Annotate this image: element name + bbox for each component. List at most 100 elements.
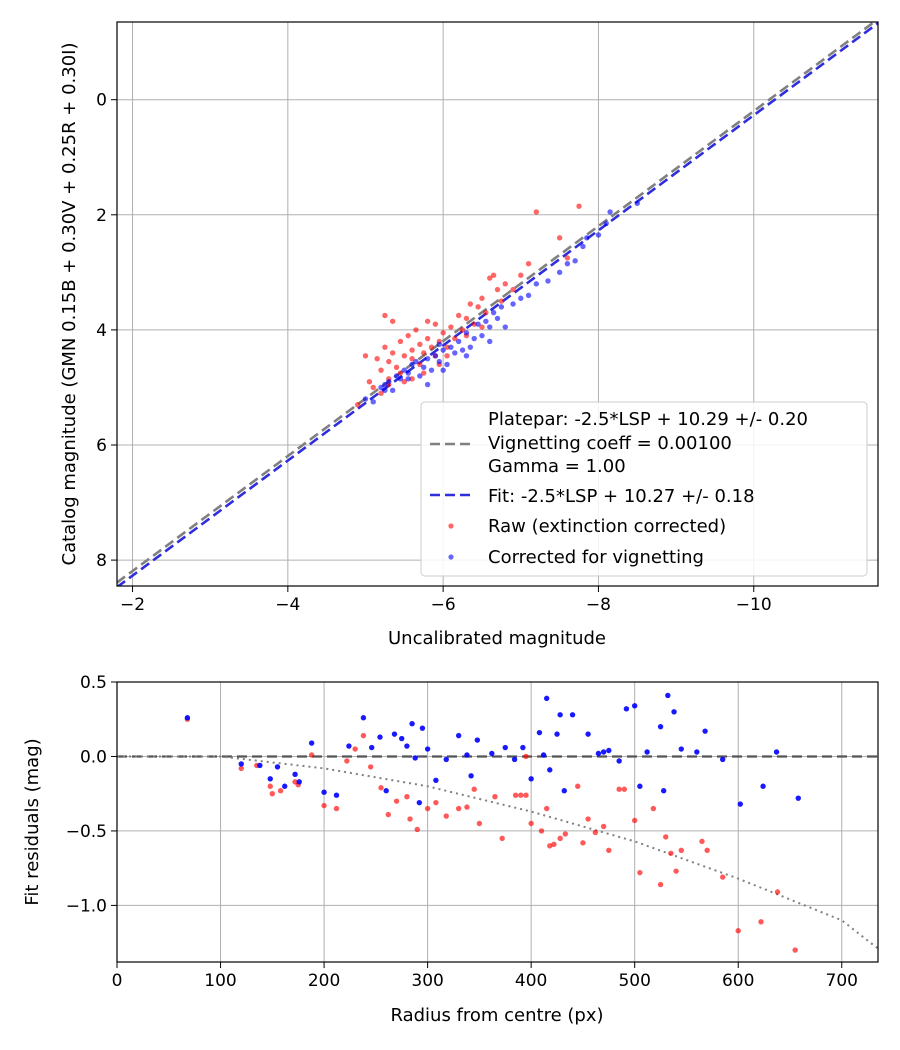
corrected-point	[308, 740, 315, 746]
y-tick-label: 2	[96, 206, 107, 226]
corrected-point	[452, 350, 458, 356]
raw-point	[580, 840, 586, 846]
corrected-point	[580, 243, 586, 250]
raw-point	[523, 753, 529, 760]
raw-point	[277, 788, 284, 794]
raw-point	[585, 816, 591, 822]
raw-point	[606, 847, 612, 853]
corrected-point	[623, 706, 630, 712]
raw-point	[525, 261, 532, 267]
legend-corrected-text: Corrected for vignetting	[488, 547, 704, 568]
raw-point	[374, 355, 380, 362]
raw-point	[575, 783, 581, 789]
corrected-point	[436, 341, 442, 347]
corrected-point	[409, 721, 415, 727]
bottom-x-axis-label: Radius from centre (px)	[390, 1005, 603, 1026]
corrected-point	[564, 261, 571, 267]
corrected-point	[536, 729, 543, 736]
raw-point	[443, 813, 449, 819]
raw-point	[393, 364, 400, 371]
corrected-point	[378, 384, 384, 391]
raw-point	[382, 344, 388, 350]
y-tick-label: −1.0	[66, 896, 107, 916]
corrected-point	[399, 735, 405, 742]
top-reference-lines	[117, 22, 878, 586]
corrected-point	[533, 281, 540, 287]
corrected-point	[474, 737, 481, 743]
raw-point	[405, 332, 411, 339]
corrected-point	[440, 367, 446, 373]
raw-point	[510, 286, 516, 293]
legend-vignetting-text: Vignetting coeff = 0.00100	[488, 433, 732, 454]
raw-point	[774, 889, 781, 895]
bottom-plot-frame	[116, 681, 879, 963]
corrected-point	[607, 209, 613, 215]
bottom-y-axis-label: Fit residuals (mag)	[22, 738, 43, 905]
raw-point	[699, 838, 705, 845]
raw-point	[543, 805, 550, 812]
corrected-point	[494, 315, 501, 322]
corrected-point	[600, 749, 607, 755]
corrected-point	[595, 750, 602, 757]
raw-point	[528, 820, 534, 827]
corrected-point	[383, 788, 389, 794]
corrected-point	[595, 232, 602, 238]
raw-point	[386, 358, 392, 365]
legend-gamma-text: Gamma = 1.00	[488, 456, 626, 477]
corrected-point	[719, 756, 726, 763]
raw-point	[678, 847, 684, 853]
corrected-point	[603, 220, 609, 227]
corrected-point	[382, 387, 388, 394]
raw-point	[428, 344, 435, 350]
x-tick-label: −6	[431, 595, 456, 615]
raw-point	[562, 831, 569, 837]
corrected-point	[528, 776, 534, 782]
corrected-point	[464, 752, 470, 758]
x-tick-label: 200	[308, 971, 340, 991]
raw-point	[650, 805, 657, 812]
line-fit	[117, 22, 878, 586]
corrected-point	[543, 695, 550, 702]
raw-point	[719, 874, 726, 880]
x-tick-label: 100	[204, 971, 236, 991]
raw-point	[498, 298, 505, 304]
raw-point	[551, 841, 557, 848]
x-tick-label: −10	[736, 595, 772, 615]
x-tick-label: −2	[120, 595, 145, 615]
corrected-point	[436, 358, 442, 365]
corrected-point	[321, 789, 327, 795]
corrected-point	[557, 712, 563, 718]
raw-point	[499, 835, 505, 842]
raw-point	[344, 758, 350, 764]
raw-point	[321, 802, 327, 809]
raw-point	[494, 286, 501, 293]
corrected-point	[391, 731, 398, 737]
raw-point	[518, 792, 524, 798]
corrected-point	[377, 734, 383, 740]
raw-point	[409, 347, 415, 353]
corrected-point	[585, 731, 591, 737]
corrected-point	[267, 776, 273, 782]
corrected-point	[274, 764, 281, 770]
raw-point	[267, 783, 273, 789]
raw-point	[370, 384, 376, 391]
corrected-point	[184, 715, 191, 721]
y-tick-label: −0.5	[66, 822, 107, 842]
raw-point	[404, 793, 410, 800]
raw-point	[414, 826, 420, 833]
raw-point	[409, 355, 415, 362]
raw-point	[269, 791, 276, 797]
raw-point	[631, 817, 638, 824]
legend-platepar-text: Platepar: -2.5*LSP + 10.29 +/- 0.20	[488, 409, 808, 430]
corrected-point	[421, 364, 427, 371]
corrected-point	[737, 801, 743, 807]
corrected-point	[631, 703, 638, 709]
raw-point	[333, 805, 340, 812]
raw-point	[362, 353, 369, 359]
raw-point	[564, 255, 571, 261]
raw-point	[637, 869, 643, 876]
bottom-grid	[116, 681, 878, 962]
y-tick-label: 0.0	[80, 747, 107, 767]
raw-point	[523, 792, 529, 798]
